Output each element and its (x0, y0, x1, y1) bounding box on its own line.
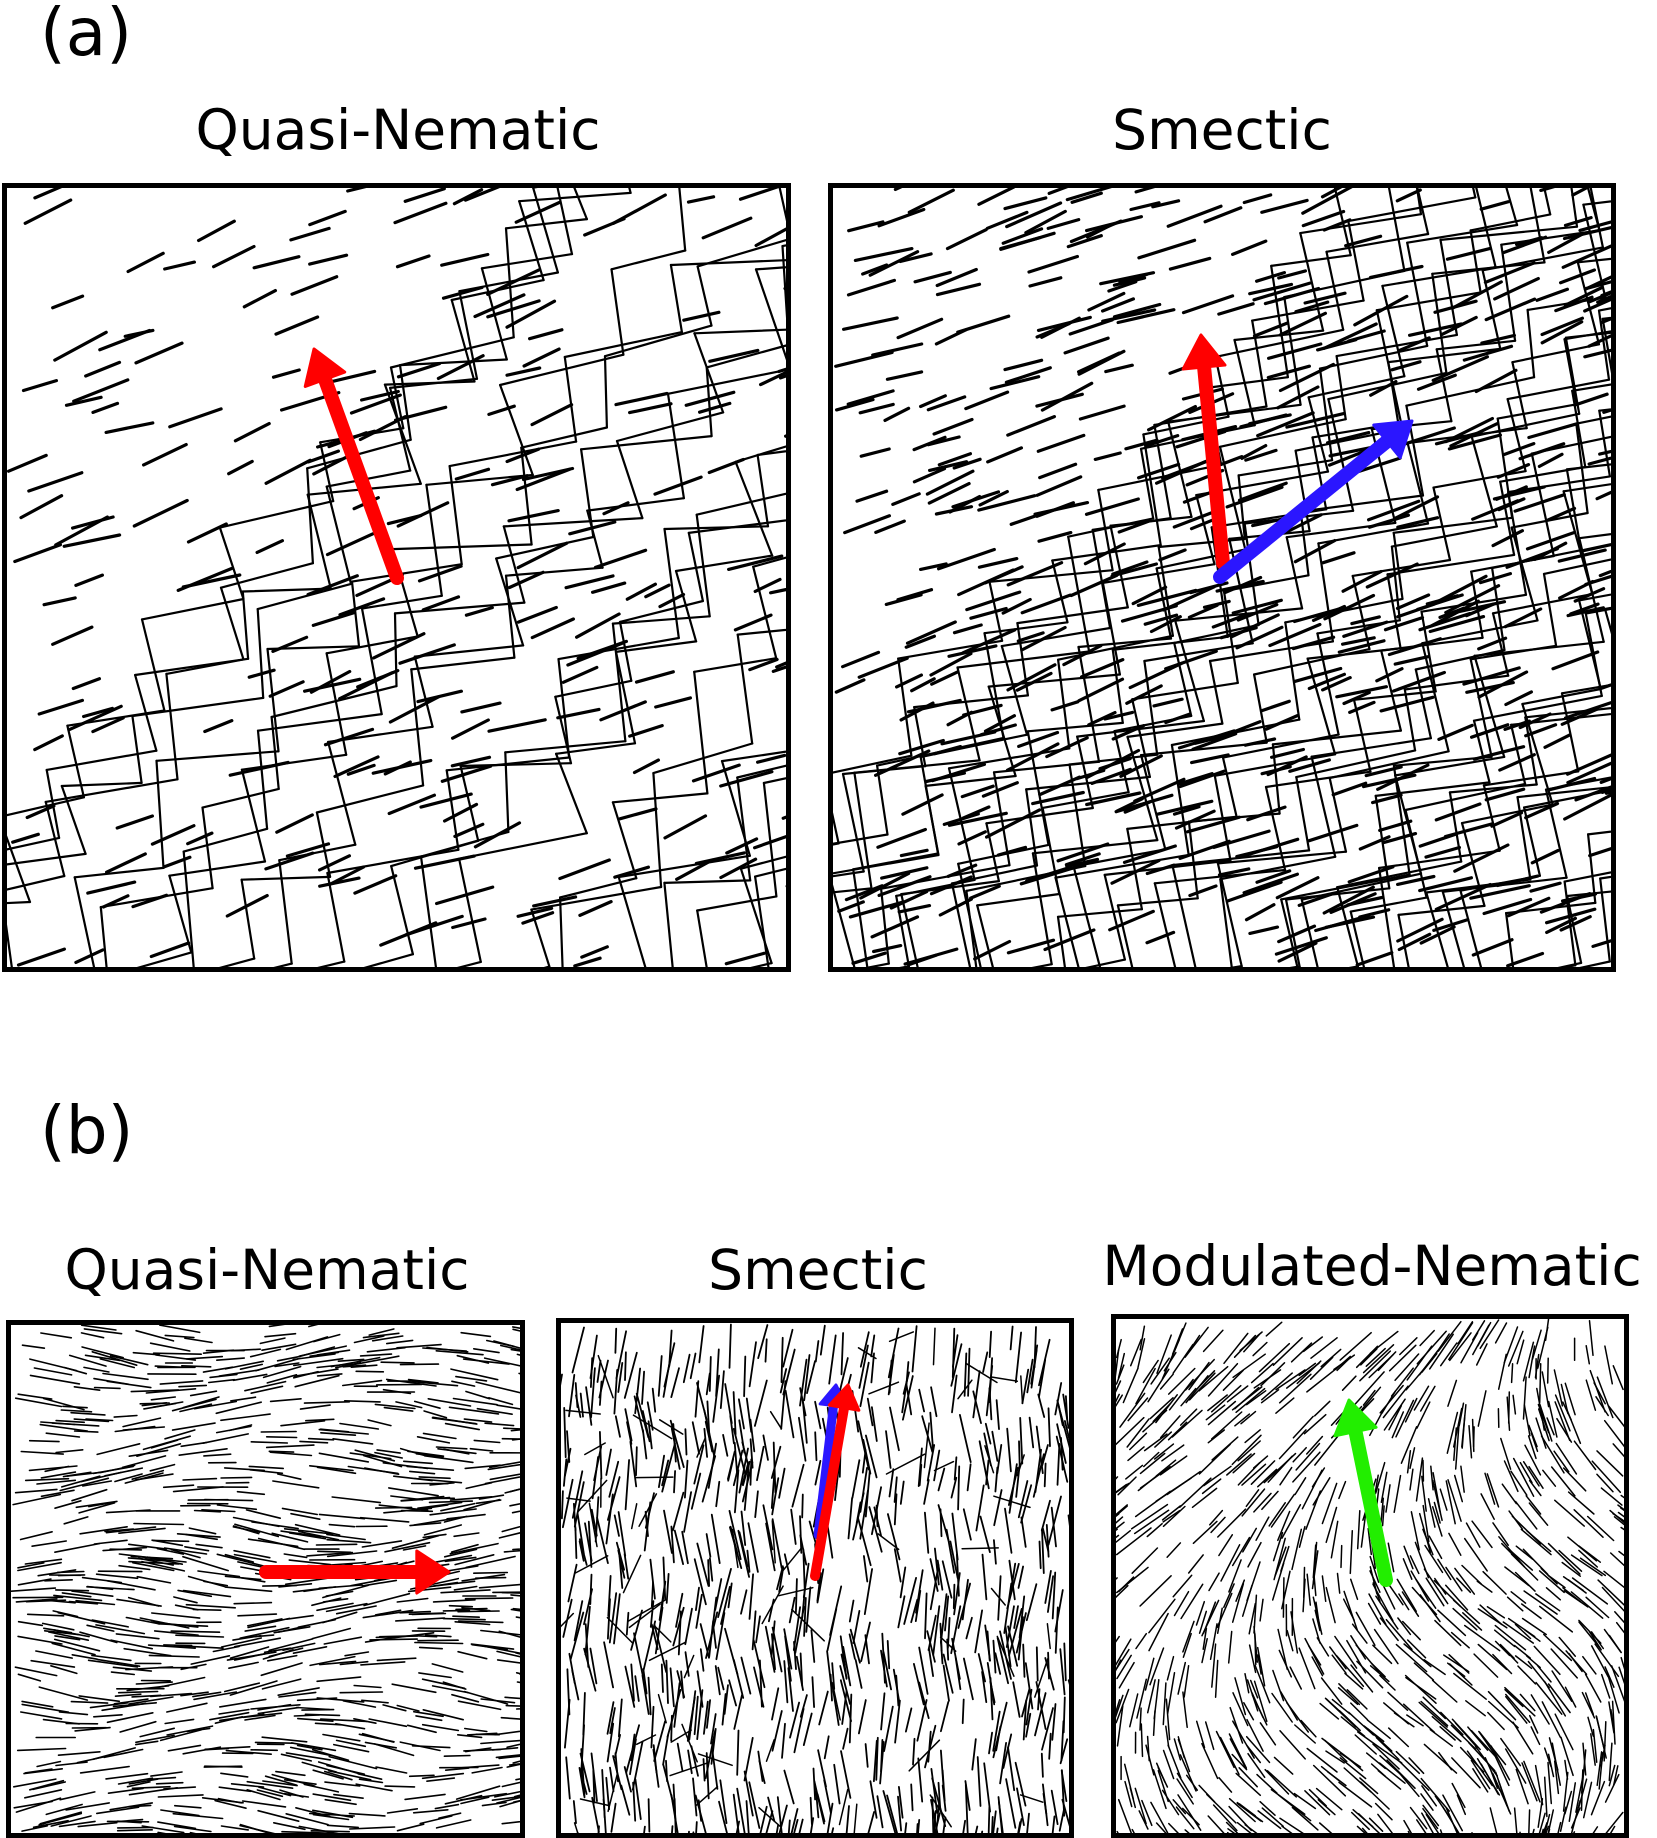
panel-a1-rods (7, 188, 786, 967)
panel-b1-rods (11, 1325, 520, 1833)
panel-a1-quasi-nematic (2, 183, 791, 972)
panel-a2-rods (833, 188, 1611, 967)
panel-b2-smectic (556, 1318, 1074, 1838)
panel-a2-smectic (828, 183, 1616, 972)
panel-b3-title: Modulated-Nematic (1102, 1234, 1642, 1298)
panel-a1-title: Quasi-Nematic (195, 98, 601, 162)
panel-a2-title: Smectic (1112, 98, 1332, 162)
part-b-label: (b) (40, 1092, 134, 1169)
panel-b1-title: Quasi-Nematic (64, 1238, 470, 1302)
panel-b2-rods (561, 1323, 1069, 1833)
panel-b1-quasi-nematic (6, 1320, 525, 1838)
panel-b3-modulated-nematic (1111, 1314, 1629, 1838)
part-a-label: (a) (40, 0, 132, 71)
panel-b2-title: Smectic (708, 1238, 928, 1302)
panel-b3-rods (1116, 1319, 1624, 1833)
